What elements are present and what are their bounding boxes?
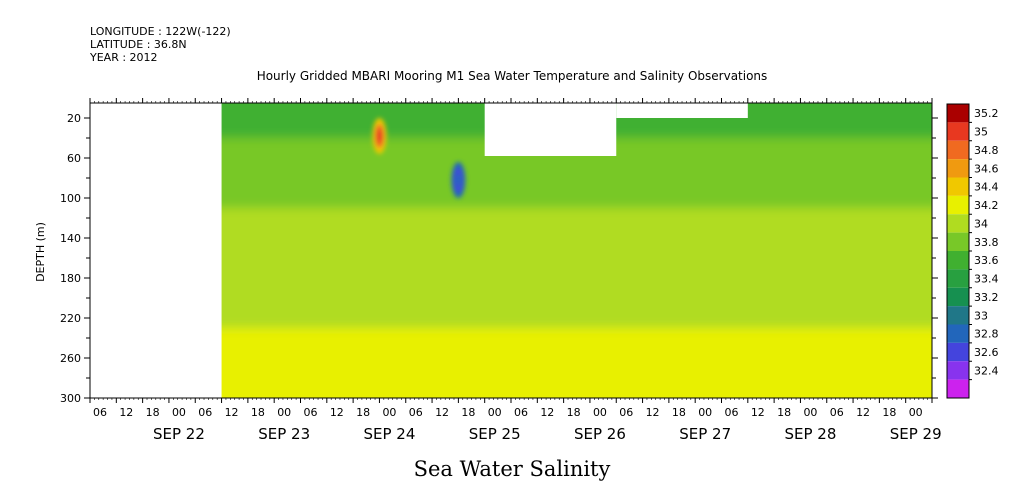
y-tick-label: 20 <box>67 112 81 125</box>
y-tick-label: 300 <box>60 392 81 405</box>
x-tick-label: 12 <box>646 406 660 419</box>
y-tick-label: 220 <box>60 312 81 325</box>
colorbar-label: 33.4 <box>974 273 999 286</box>
x-day-label: SEP 22 <box>153 425 205 443</box>
salinity-anomaly <box>372 118 387 154</box>
y-tick-label: 100 <box>60 192 81 205</box>
x-tick-label: 06 <box>304 406 318 419</box>
colorbar-label: 33 <box>974 309 988 322</box>
x-tick-label: 12 <box>435 406 449 419</box>
colorbar-label: 34.6 <box>974 162 999 175</box>
colorbar-label: 35 <box>974 126 988 139</box>
x-tick-label: 12 <box>119 406 133 419</box>
x-tick-label: 12 <box>751 406 765 419</box>
header-longitude: LONGITUDE : 122W(-122) <box>90 25 231 38</box>
plot-area <box>90 103 932 398</box>
chart-title: Hourly Gridded MBARI Mooring M1 Sea Wate… <box>257 69 768 83</box>
x-tick-label: 18 <box>777 406 791 419</box>
x-tick-label: 06 <box>619 406 633 419</box>
missing-data-region <box>484 103 617 156</box>
colorbar: 35.2 35 34.8 34.6 34.4 34.2 34 33.8 33.6 33.4 33.2… <box>946 103 999 399</box>
x-tick-label: 00 <box>909 406 923 419</box>
colorbar-label: 35.2 <box>974 107 999 120</box>
x-tick-label: 00 <box>488 406 502 419</box>
colorbar-swatch <box>947 379 969 398</box>
colorbar-swatch <box>947 159 969 178</box>
colorbar-label: 34.4 <box>974 181 999 194</box>
x-tick-label: 18 <box>356 406 370 419</box>
x-day-label: SEP 23 <box>258 425 310 443</box>
x-tick-label: 06 <box>198 406 212 419</box>
salinity-anomaly <box>451 162 466 198</box>
x-tick-label: 06 <box>409 406 423 419</box>
colorbar-swatch <box>947 177 969 196</box>
y-tick-label: 140 <box>60 232 81 245</box>
x-tick-label: 06 <box>830 406 844 419</box>
x-tick-label: 12 <box>225 406 239 419</box>
x-day-label: SEP 29 <box>890 425 942 443</box>
y-tick-label: 180 <box>60 272 81 285</box>
x-tick-label: 18 <box>251 406 265 419</box>
colorbar-label: 34.2 <box>974 199 999 212</box>
colorbar-swatch <box>947 251 969 270</box>
y-tick-label: 260 <box>60 352 81 365</box>
x-tick-label: 18 <box>461 406 475 419</box>
x-tick-label: 00 <box>698 406 712 419</box>
x-day-label: SEP 26 <box>574 425 626 443</box>
colorbar-swatch <box>947 104 969 123</box>
colorbar-swatch <box>947 324 969 343</box>
salinity-band <box>90 208 932 248</box>
colorbar-label: 32.4 <box>974 364 999 377</box>
x-tick-label: 00 <box>803 406 817 419</box>
colorbar-label: 34 <box>974 217 988 230</box>
x-tick-label: 18 <box>672 406 686 419</box>
colorbar-label: 33.8 <box>974 236 999 249</box>
x-tick-label: 06 <box>93 406 107 419</box>
colorbar-swatch <box>947 122 969 141</box>
colorbar-swatch <box>947 287 969 307</box>
x-tick-label: 00 <box>593 406 607 419</box>
x-day-label: SEP 25 <box>469 425 521 443</box>
colorbar-swatch <box>947 306 969 325</box>
x-tick-label: 18 <box>882 406 896 419</box>
salinity-band <box>90 248 932 328</box>
x-tick-label: 12 <box>856 406 870 419</box>
colorbar-swatch <box>947 195 969 215</box>
colorbar-swatch <box>947 361 969 380</box>
x-day-label: SEP 28 <box>784 425 836 443</box>
colorbar-label: 34.8 <box>974 144 999 157</box>
missing-data-region <box>90 103 222 398</box>
salinity-band <box>90 328 932 398</box>
colorbar-swatch <box>947 342 969 362</box>
x-day-label: SEP 24 <box>363 425 415 443</box>
colorbar-swatch <box>947 140 969 160</box>
x-axis-label: Sea Water Salinity <box>414 457 611 481</box>
x-tick-label: 00 <box>277 406 291 419</box>
x-day-label: SEP 27 <box>679 425 731 443</box>
y-axis-label: DEPTH (m) <box>34 222 47 282</box>
colorbar-swatch <box>947 232 969 251</box>
colorbar-label: 32.8 <box>974 328 999 341</box>
y-tick-label: 60 <box>67 152 81 165</box>
colorbar-label: 33.6 <box>974 254 999 267</box>
header-year: YEAR : 2012 <box>89 51 158 64</box>
x-tick-label: 18 <box>146 406 160 419</box>
x-tick-label: 00 <box>172 406 186 419</box>
x-tick-label: 06 <box>514 406 528 419</box>
colorbar-label: 33.2 <box>974 291 999 304</box>
missing-data-region <box>616 103 748 118</box>
colorbar-label: 32.6 <box>974 346 999 359</box>
x-tick-label: 12 <box>540 406 554 419</box>
colorbar-swatch <box>947 269 969 288</box>
colorbar-swatch <box>947 214 969 233</box>
x-tick-label: 12 <box>330 406 344 419</box>
x-tick-label: 06 <box>725 406 739 419</box>
x-tick-label: 18 <box>567 406 581 419</box>
header-latitude: LATITUDE : 36.8N <box>90 38 187 51</box>
x-tick-label: 00 <box>382 406 396 419</box>
